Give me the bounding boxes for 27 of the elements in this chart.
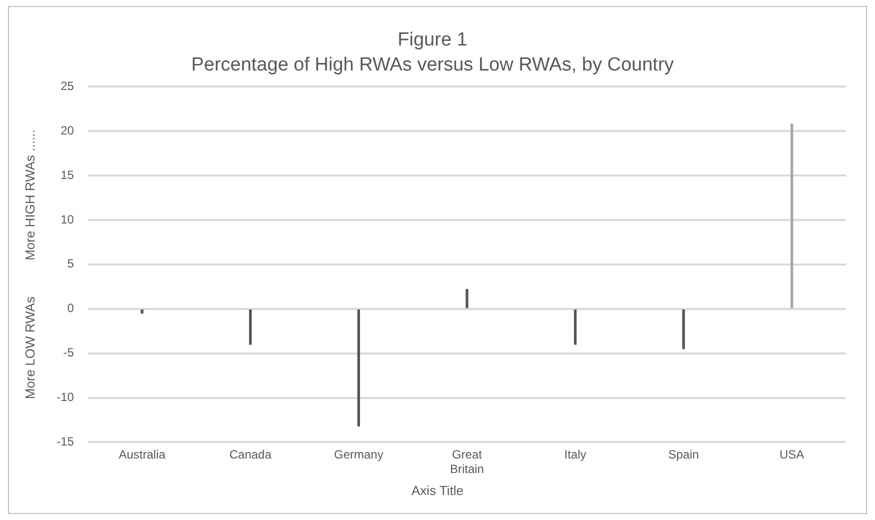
y-tick-label: -15 bbox=[56, 434, 74, 449]
y-tick-label: 20 bbox=[60, 123, 74, 138]
y-tick-label: 15 bbox=[60, 168, 74, 182]
chart-title: Figure 1 bbox=[398, 30, 468, 51]
chart-subtitle: Percentage of High RWAs versus Low RWAs, by Country bbox=[191, 54, 674, 76]
bar bbox=[466, 288, 468, 308]
x-tick-label: Spain bbox=[668, 448, 699, 462]
bar bbox=[140, 310, 144, 314]
bar bbox=[682, 310, 685, 350]
y-tick-label: 0 bbox=[67, 301, 74, 316]
x-tick-label: Canada bbox=[229, 448, 272, 462]
x-axis-title: Axis Title bbox=[410, 483, 464, 498]
y-tick-label: -5 bbox=[63, 346, 74, 360]
x-tick-label: Great Britain bbox=[450, 448, 484, 476]
bar bbox=[790, 124, 794, 308]
x-tick-label: Germany bbox=[334, 448, 384, 462]
y-axis-title: More LOW RWAs More HIGH RWAs ...... bbox=[22, 130, 38, 400]
y-tick-label: 25 bbox=[60, 78, 74, 93]
y-tick-label: 10 bbox=[60, 212, 74, 226]
bar bbox=[357, 310, 360, 427]
x-tick-label: Italy bbox=[564, 448, 586, 462]
y-tick-label: -10 bbox=[56, 390, 74, 404]
bar bbox=[574, 310, 577, 345]
bar bbox=[249, 310, 252, 345]
x-tick-label: USA bbox=[780, 448, 804, 462]
x-tick-label: Australia bbox=[118, 448, 166, 462]
y-tick-label: 5 bbox=[67, 256, 74, 271]
